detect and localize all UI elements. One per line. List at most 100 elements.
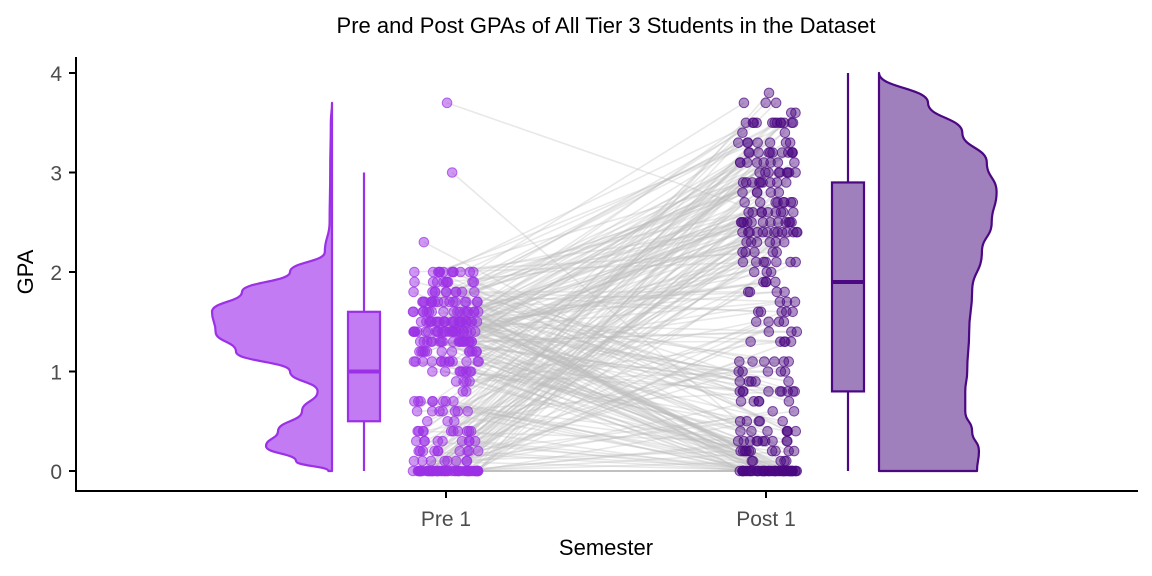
pre-point (411, 406, 423, 417)
post-point (737, 366, 748, 377)
paired-line (457, 161, 765, 472)
paired-line (424, 261, 797, 442)
post-point (745, 336, 756, 347)
pre-point (418, 425, 429, 437)
pre-point (446, 167, 458, 178)
pre-point (471, 316, 483, 328)
post-point (767, 246, 779, 258)
paired-lines (412, 92, 798, 472)
pre-point (456, 286, 468, 298)
paired-line (420, 311, 783, 472)
paired-line (421, 122, 773, 472)
paired-line (476, 112, 792, 472)
paired-line (441, 340, 749, 383)
paired-line (453, 311, 746, 452)
paired-line (431, 320, 739, 373)
post-point (737, 177, 749, 188)
paired-line (478, 311, 790, 403)
post-point (775, 366, 787, 377)
paired-line (470, 330, 788, 442)
paired-line (462, 241, 777, 393)
post-point (788, 226, 799, 238)
post-point (784, 465, 796, 477)
paired-line (439, 340, 788, 393)
pre-point (408, 306, 419, 318)
paired-line (419, 161, 741, 452)
pre-point (429, 445, 440, 457)
pre-point (438, 306, 449, 318)
post-point (778, 236, 790, 248)
pre-point (432, 435, 444, 447)
paired-line (451, 221, 793, 472)
post-point (763, 167, 774, 178)
post-point (778, 356, 790, 367)
post-point (778, 316, 790, 328)
post-point (779, 455, 790, 467)
paired-line (471, 321, 780, 472)
post-point (783, 376, 794, 387)
pre-point (414, 336, 426, 347)
post-point (788, 445, 800, 457)
paired-line (460, 330, 797, 343)
post-point (761, 226, 773, 238)
paired-line (441, 360, 741, 432)
post-point (752, 137, 763, 148)
paired-line (462, 141, 771, 343)
post-point (758, 276, 769, 288)
pre-point (473, 356, 485, 367)
pre-point (417, 455, 428, 467)
paired-line (451, 330, 765, 472)
paired-line (452, 231, 764, 343)
post-point (737, 256, 749, 268)
post-point (786, 326, 797, 338)
pre-point (452, 406, 464, 417)
paired-line (427, 340, 773, 472)
post-point (738, 386, 749, 397)
post-point (737, 246, 748, 258)
paired-line (419, 191, 758, 472)
post-point (779, 127, 791, 138)
paired-line (475, 231, 788, 472)
paired-line (451, 321, 754, 462)
pre-point (452, 425, 464, 437)
paired-line (462, 201, 784, 343)
paired-line (466, 181, 753, 363)
paired-line (468, 410, 795, 452)
pre-point (461, 316, 473, 328)
pre-point (446, 266, 458, 278)
paired-line (432, 370, 782, 393)
pre-point (446, 346, 458, 357)
post-density-cloud (877, 71, 998, 473)
post-point (762, 425, 773, 437)
post-point (740, 117, 752, 129)
pre-point (448, 296, 459, 308)
pre-point (417, 445, 429, 457)
paired-line (432, 410, 775, 472)
post-point (754, 167, 765, 178)
paired-line (468, 231, 768, 432)
pre-point (415, 465, 426, 477)
paired-line (444, 320, 742, 403)
pre-point (468, 306, 480, 318)
post-point (766, 445, 778, 457)
post-point (741, 236, 752, 248)
post-point (759, 435, 771, 447)
post-point (758, 157, 769, 168)
paired-line (466, 340, 781, 383)
pre-point (472, 445, 484, 457)
paired-line (472, 181, 771, 283)
paired-line (423, 261, 764, 343)
paired-line (418, 400, 752, 472)
paired-line (429, 152, 771, 472)
pre-point (459, 306, 470, 318)
post-point (776, 147, 788, 158)
pre-point (469, 286, 480, 298)
post-point (788, 406, 800, 417)
post-point (771, 286, 783, 298)
paired-line (449, 330, 745, 472)
x-tick-label: Post 1 (736, 508, 796, 531)
pre-point (449, 415, 460, 427)
post-point (772, 157, 784, 168)
paired-line (453, 261, 791, 333)
y-axis-title: GPA (13, 249, 38, 294)
